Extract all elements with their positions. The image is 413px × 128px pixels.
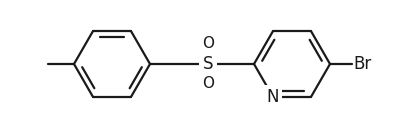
Text: N: N xyxy=(266,88,279,106)
Text: O: O xyxy=(202,36,214,51)
Text: Br: Br xyxy=(352,55,370,73)
Text: S: S xyxy=(202,55,213,73)
Text: O: O xyxy=(202,77,214,92)
